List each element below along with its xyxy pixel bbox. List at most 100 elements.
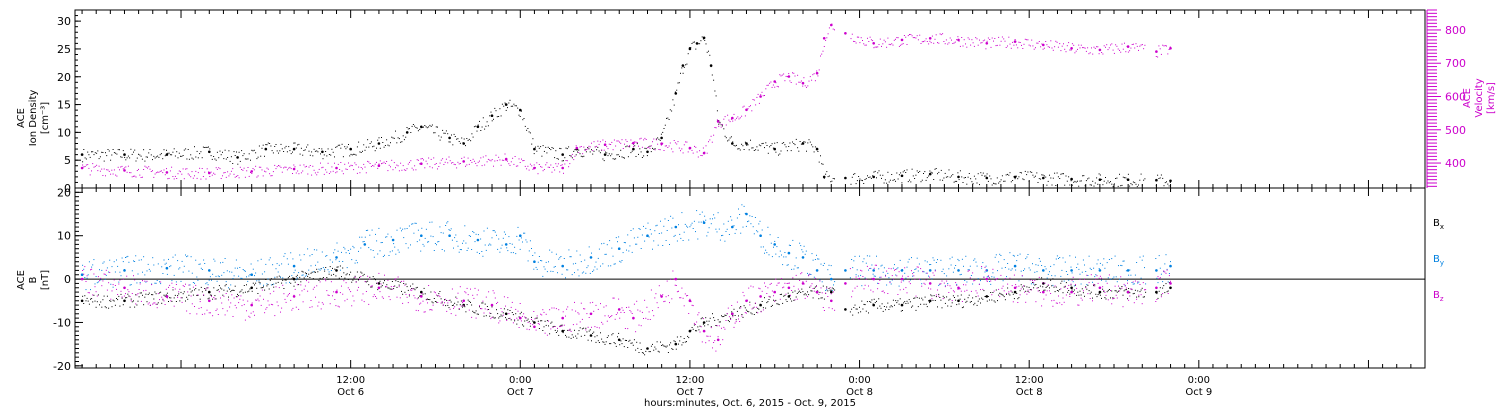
by-point-27 — [815, 269, 819, 272]
velocity-tick-label-0: 400 — [1445, 157, 1466, 170]
velocity-point-0 — [80, 166, 84, 170]
bx-point-26 — [900, 303, 904, 307]
time-label-5: 0:00 — [1188, 375, 1210, 386]
bx-point-6 — [335, 269, 338, 272]
density-point-1 — [123, 153, 126, 156]
time-label-4: 12:00 — [1015, 375, 1044, 386]
time-label-0: 12:00 — [336, 375, 365, 386]
velocity-tick-label-4: 800 — [1445, 24, 1466, 37]
bx-point-16 — [674, 342, 678, 346]
density-point-6 — [292, 147, 296, 151]
density-point-44 — [1013, 175, 1017, 179]
bx-point-0 — [80, 299, 84, 303]
by-point-30 — [872, 269, 875, 272]
bz-point-1 — [123, 286, 126, 290]
velocity-point-32 — [928, 37, 932, 40]
bfield-tick-label-2: 0 — [64, 273, 71, 286]
date-label-2: Oct 7 — [676, 387, 703, 398]
density-point-40 — [900, 174, 904, 178]
bz-point-29 — [830, 299, 833, 303]
velocity-point-29 — [844, 32, 847, 35]
velocity-ylabel-line3: [km/s] — [1486, 82, 1497, 114]
density-tick-label-0: 0 — [64, 182, 71, 195]
bz-point-12 — [533, 325, 536, 329]
bfield-tick-label-3: 10 — [57, 230, 71, 243]
density-point-37 — [822, 175, 826, 179]
bz-point-39 — [1098, 286, 1102, 290]
velocity-tick-label-1: 500 — [1445, 124, 1466, 137]
density-point-16 — [504, 103, 508, 106]
time-label-2: 12:00 — [676, 375, 705, 386]
density-point-9 — [377, 142, 381, 145]
bz-point-21 — [716, 338, 720, 342]
density-point-46 — [1070, 177, 1073, 181]
density-point-14 — [476, 125, 480, 129]
bz-point-30 — [844, 282, 847, 285]
bz-point-9 — [462, 299, 466, 303]
bz-point-26 — [787, 286, 791, 290]
velocity-point-31 — [900, 38, 904, 42]
bx-point-36 — [1169, 286, 1172, 290]
bz-point-32 — [900, 277, 904, 281]
bz-point-34 — [957, 286, 960, 290]
by-point-16 — [589, 256, 593, 259]
bx-point-5 — [292, 277, 296, 281]
bx-point-14 — [617, 338, 621, 342]
velocity-point-27 — [822, 37, 826, 40]
bx-series — [80, 265, 1172, 356]
by-point-29 — [844, 269, 847, 272]
date-label-0: Oct 6 — [337, 387, 364, 398]
by-point-37 — [1070, 269, 1073, 272]
velocity-point-34 — [985, 42, 989, 45]
bfield-ylabel-line1: ACE — [16, 270, 27, 290]
by-point-32 — [928, 269, 932, 272]
density-point-45 — [1042, 176, 1045, 180]
legend-bx: Bx — [1433, 218, 1444, 231]
legend-bz: Bz — [1433, 290, 1444, 303]
density-point-10 — [405, 131, 409, 134]
density-ylabel-line2: Ion Density — [28, 90, 39, 147]
bfield-tick-label-4: 20 — [57, 186, 71, 199]
velocity-point-14 — [603, 143, 607, 146]
bx-point-23 — [830, 290, 833, 294]
velocity-point-37 — [1070, 47, 1073, 50]
bz-point-18 — [674, 277, 678, 281]
time-label-3: 0:00 — [848, 375, 870, 386]
velocity-series — [80, 23, 1172, 180]
by-point-12 — [504, 243, 508, 246]
velocity-tick-label-3: 700 — [1445, 57, 1466, 70]
bx-point-4 — [250, 286, 253, 290]
date-label-1: Oct 7 — [507, 387, 534, 398]
density-velocity-panel: 0 5 10 15 20 25 30 400 500 600 700 800 ACE Ion Den… — [16, 9, 1497, 195]
bz-point-11 — [519, 316, 522, 320]
bfield-ylabel-line3: [nT] — [40, 270, 51, 290]
density-tick-label-3: 15 — [57, 99, 71, 112]
bz-point-33 — [928, 282, 932, 285]
density-point-24 — [660, 136, 663, 140]
bfield-tick-label-0: -20 — [53, 360, 71, 373]
bz-point-5 — [292, 295, 296, 298]
bx-point-13 — [589, 334, 593, 337]
by-point-13 — [519, 234, 522, 237]
density-tick-label-6: 30 — [57, 15, 71, 28]
by-point-3 — [208, 269, 211, 272]
bx-point-8 — [420, 290, 423, 294]
bx-point-3 — [208, 290, 211, 294]
velocity-ylabel-line1: ACE — [1462, 88, 1473, 108]
by-point-10 — [448, 234, 451, 237]
by-point-34 — [985, 269, 989, 272]
bx-point-28 — [957, 299, 960, 303]
density-scatter-texture — [82, 36, 1171, 188]
bz-series — [80, 264, 1172, 352]
by-point-8 — [391, 238, 395, 242]
bx-point-24 — [844, 308, 847, 311]
by-point-20 — [702, 221, 706, 224]
top-panel-time-ticks — [81, 10, 1426, 188]
bx-point-32 — [1070, 286, 1073, 290]
velocity-point-6 — [335, 166, 338, 170]
velocity-point-9 — [462, 160, 466, 163]
bx-point-33 — [1098, 290, 1102, 294]
bz-point-13 — [561, 316, 564, 320]
density-ylabel-line1: ACE — [16, 108, 27, 128]
